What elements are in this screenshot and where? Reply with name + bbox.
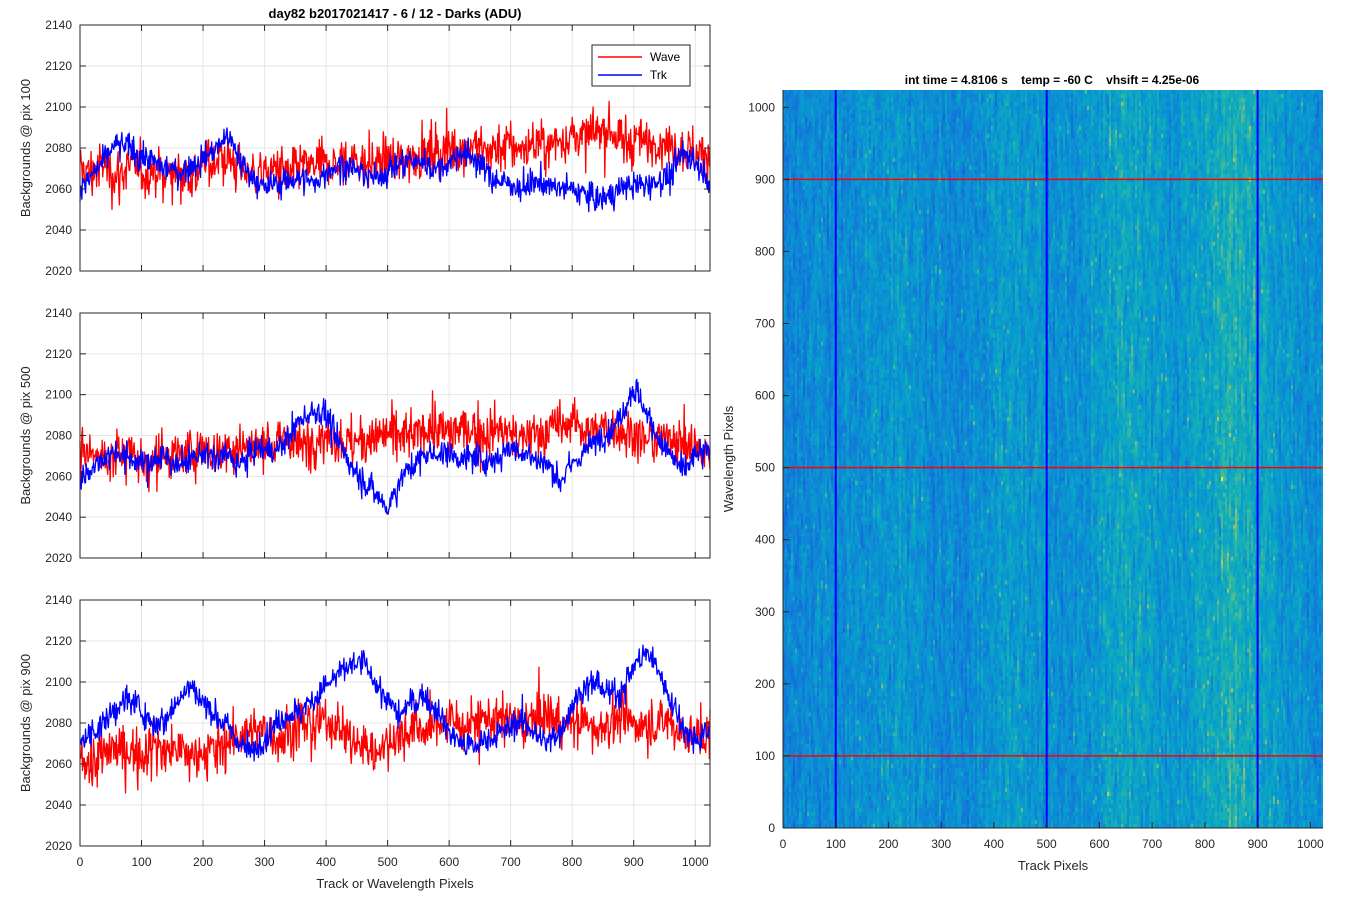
y-tick-label: 2100 [45,100,72,114]
x-tick-label: 900 [624,855,644,869]
y-tick-label: 2080 [45,141,72,155]
x-tick-label: 300 [255,855,275,869]
y-tick-label: 2020 [45,264,72,278]
y-tick-label: 2060 [45,757,72,771]
y-tick-label: 2020 [45,839,72,853]
y-tick-label: 2020 [45,551,72,565]
x-tick-label: 1000 [682,855,709,869]
x-axis-label: Track or Wavelength Pixels [316,876,474,891]
y-tick-label: 2140 [45,593,72,607]
x-tick-label: 800 [562,855,582,869]
heatmap-plot: 0 100 200 300 400 500 600 700 800 900 100001002003… [721,90,1324,873]
y-tick-label: 2140 [45,306,72,320]
heatmap-image [783,90,1324,829]
x-tick-label: 100 [132,855,152,869]
y-tick-label: 2120 [45,59,72,73]
y-tick-label: 2060 [45,182,72,196]
x-tick-label: 700 [501,855,521,869]
y-tick-label: 2100 [45,388,72,402]
x-tick-label: 600 [439,855,459,869]
x-tick-label: 0 [77,855,84,869]
y-tick-label: 2040 [45,798,72,812]
x-tick-label: 500 [378,855,398,869]
x-tick-label: 400 [316,855,336,869]
x-tick-label: 200 [193,855,213,869]
y-axis-label: Backgrounds @ pix 500 [18,366,33,504]
y-tick-label: 2060 [45,469,72,483]
y-tick-label: 2040 [45,223,72,237]
line-plot-pix-500: 2020 2040 2060 2080 2100 2120 2140 Backgrounds … [18,306,710,565]
y-tick-label: 2120 [45,634,72,648]
line-plot-pix-900: 2020 2040 2060 2080 2100 2120 2140 0 100 200 300 40… [18,593,710,891]
main-title: day82 b2017021417 - 6 / 12 - Darks (ADU) [269,6,522,21]
y-tick-label: 2120 [45,347,72,361]
heatmap-title: int time = 4.8106 s temp = -60 C vhsift … [905,73,1200,87]
y-tick-label: 2140 [45,18,72,32]
y-tick-label: 2080 [45,716,72,730]
y-tick-label: 2040 [45,510,72,524]
y-tick-label: 2100 [45,675,72,689]
y-tick-label: 2080 [45,429,72,443]
y-axis-label: Backgrounds @ pix 900 [18,654,33,792]
y-axis-label: Backgrounds @ pix 100 [18,79,33,217]
